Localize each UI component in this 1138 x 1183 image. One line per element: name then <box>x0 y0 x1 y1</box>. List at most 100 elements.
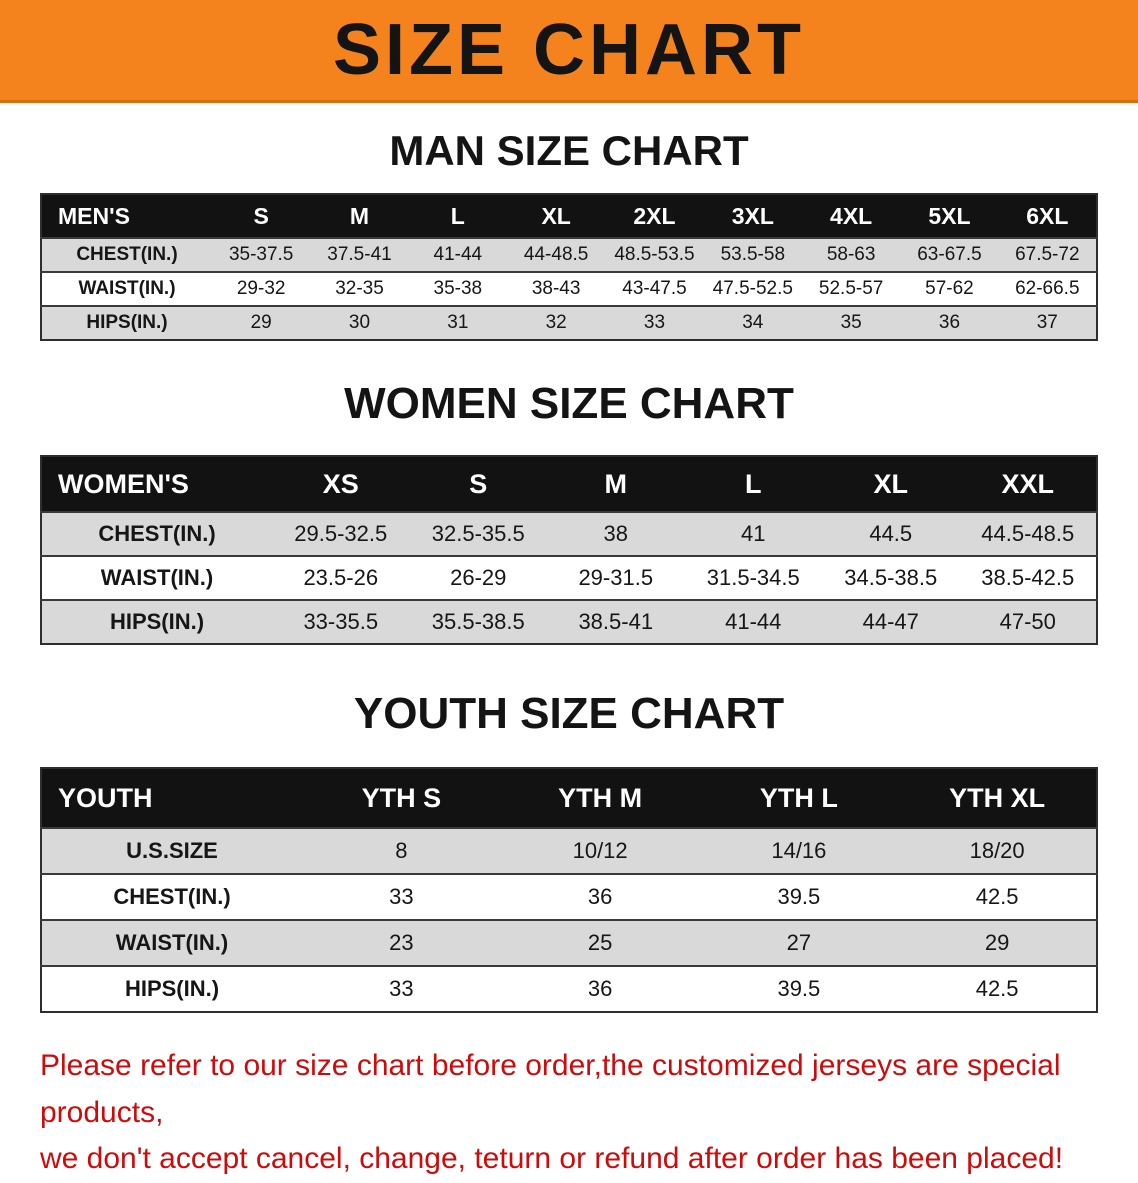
value-cell: 44-48.5 <box>506 237 606 272</box>
value-cell: 42.5 <box>898 873 1097 920</box>
value-cell: 37.5-41 <box>310 237 409 272</box>
size-header-cell: YTH S <box>302 768 501 828</box>
value-cell: 38 <box>547 511 685 556</box>
banner: SIZE CHART <box>0 0 1138 103</box>
table-row: U.S.SIZE 8 10/12 14/16 18/20 <box>41 827 1097 874</box>
size-header-cell: 2XL <box>605 194 704 238</box>
value-cell: 29-32 <box>212 271 311 306</box>
value-cell: 35-37.5 <box>212 237 311 272</box>
value-cell: 41 <box>684 511 822 556</box>
value-cell: 44-47 <box>822 599 960 644</box>
value-cell: 14/16 <box>699 827 899 874</box>
size-header-cell: YTH M <box>500 768 700 828</box>
value-cell: 43-47.5 <box>605 271 704 306</box>
value-cell: 48.5-53.5 <box>605 237 704 272</box>
row-label: CHEST(IN.) <box>41 237 212 272</box>
value-cell: 23.5-26 <box>272 555 410 600</box>
value-cell: 36 <box>500 965 700 1012</box>
value-cell: 35 <box>801 305 901 340</box>
row-label: CHEST(IN.) <box>41 511 272 556</box>
size-header-cell: XXL <box>959 456 1097 512</box>
table-label: YOUTH <box>41 768 302 828</box>
value-cell: 53.5-58 <box>703 237 802 272</box>
disclaimer-line-1: Please refer to our size chart before or… <box>40 1049 1061 1129</box>
value-cell: 33 <box>302 873 501 920</box>
value-cell: 18/20 <box>898 827 1097 874</box>
value-cell: 39.5 <box>699 965 899 1012</box>
value-cell: 26-29 <box>409 555 547 600</box>
row-label: HIPS(IN.) <box>41 965 302 1012</box>
size-header-cell: 6XL <box>998 194 1097 238</box>
value-cell: 29 <box>898 919 1097 966</box>
value-cell: 67.5-72 <box>998 237 1097 272</box>
header-row: MEN'S S M L XL 2XL 3XL 4XL 5XL 6XL <box>41 194 1097 238</box>
value-cell: 33 <box>605 305 704 340</box>
value-cell: 58-63 <box>801 237 901 272</box>
row-label: U.S.SIZE <box>41 827 302 874</box>
value-cell: 57-62 <box>900 271 999 306</box>
men-size-table: MEN'S S M L XL 2XL 3XL 4XL 5XL 6XL CHEST(IN.) 35-37… <box>40 193 1098 341</box>
size-header-cell: YTH XL <box>898 768 1097 828</box>
size-header-cell: XS <box>272 456 410 512</box>
women-section: WOMEN SIZE CHART WOMEN'S XS S M L XL XXL CHEST(… <box>0 341 1138 645</box>
size-header-cell: YTH L <box>699 768 899 828</box>
table-row: CHEST(IN.) 29.5-32.5 32.5-35.5 38 41 44.5 44.5… <box>41 511 1097 556</box>
table-row: WAIST(IN.) 23 25 27 29 <box>41 919 1097 966</box>
men-section-title: MAN SIZE CHART <box>389 127 749 174</box>
table-label: MEN'S <box>41 194 212 238</box>
youth-section: YOUTH SIZE CHART YOUTH YTH S YTH M YTH L YTH… <box>0 645 1138 1013</box>
women-size-table: WOMEN'S XS S M L XL XXL CHEST(IN.) 29.5-32.5 32.5… <box>40 455 1098 645</box>
size-header-cell: M <box>310 194 409 238</box>
size-charts: MAN SIZE CHART MEN'S S M L XL 2XL 3XL 4XL 5XL 6XL… <box>0 103 1138 1013</box>
size-header-cell: L <box>684 456 822 512</box>
value-cell: 35.5-38.5 <box>409 599 547 644</box>
table-row: WAIST(IN.) 23.5-26 26-29 29-31.5 31.5-34.5 34… <box>41 555 1097 600</box>
value-cell: 39.5 <box>699 873 899 920</box>
value-cell: 37 <box>998 305 1097 340</box>
size-header-cell: S <box>212 194 311 238</box>
value-cell: 33 <box>302 965 501 1012</box>
value-cell: 30 <box>310 305 409 340</box>
value-cell: 38-43 <box>506 271 606 306</box>
value-cell: 34 <box>703 305 802 340</box>
value-cell: 36 <box>900 305 999 340</box>
row-label: WAIST(IN.) <box>41 555 272 600</box>
men-section: MAN SIZE CHART MEN'S S M L XL 2XL 3XL 4XL 5XL 6XL… <box>0 103 1138 341</box>
value-cell: 31.5-34.5 <box>684 555 822 600</box>
value-cell: 41-44 <box>408 237 507 272</box>
size-header-cell: 5XL <box>900 194 999 238</box>
value-cell: 32-35 <box>310 271 409 306</box>
value-cell: 41-44 <box>684 599 822 644</box>
value-cell: 23 <box>302 919 501 966</box>
header-row: WOMEN'S XS S M L XL XXL <box>41 456 1097 512</box>
row-label: WAIST(IN.) <box>41 271 212 306</box>
row-label: WAIST(IN.) <box>41 919 302 966</box>
value-cell: 33-35.5 <box>272 599 410 644</box>
value-cell: 10/12 <box>500 827 700 874</box>
table-label: WOMEN'S <box>41 456 272 512</box>
disclaimer-line-2: we don't accept cancel, change, teturn o… <box>40 1142 1064 1175</box>
size-header-cell: L <box>408 194 507 238</box>
size-header-cell: XL <box>822 456 960 512</box>
value-cell: 38.5-41 <box>547 599 685 644</box>
value-cell: 62-66.5 <box>998 271 1097 306</box>
table-row: CHEST(IN.) 35-37.5 37.5-41 41-44 44-48.5 48.5… <box>41 237 1097 272</box>
youth-section-title: YOUTH SIZE CHART <box>353 689 785 738</box>
size-header-cell: 3XL <box>703 194 802 238</box>
row-label: HIPS(IN.) <box>41 599 272 644</box>
women-section-title: WOMEN SIZE CHART <box>344 379 794 428</box>
value-cell: 63-67.5 <box>900 237 999 272</box>
value-cell: 25 <box>500 919 700 966</box>
row-label: CHEST(IN.) <box>41 873 302 920</box>
value-cell: 36 <box>500 873 700 920</box>
size-header-cell: XL <box>506 194 606 238</box>
value-cell: 38.5-42.5 <box>959 555 1097 600</box>
row-label: HIPS(IN.) <box>41 305 212 340</box>
header-row: YOUTH YTH S YTH M YTH L YTH XL <box>41 768 1097 828</box>
table-row: HIPS(IN.) 33 36 39.5 42.5 <box>41 965 1097 1012</box>
value-cell: 29 <box>212 305 311 340</box>
value-cell: 47-50 <box>959 599 1097 644</box>
table-row: WAIST(IN.) 29-32 32-35 35-38 38-43 43-47.5 47.… <box>41 271 1097 306</box>
table-row: HIPS(IN.) 33-35.5 35.5-38.5 38.5-41 41-44 44-… <box>41 599 1097 644</box>
